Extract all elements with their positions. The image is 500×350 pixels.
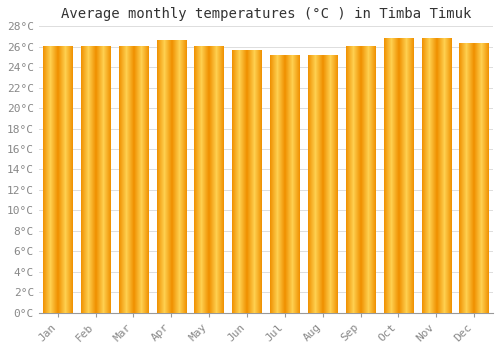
- Title: Average monthly temperatures (°C ) in Timba Timuk: Average monthly temperatures (°C ) in Ti…: [60, 7, 471, 21]
